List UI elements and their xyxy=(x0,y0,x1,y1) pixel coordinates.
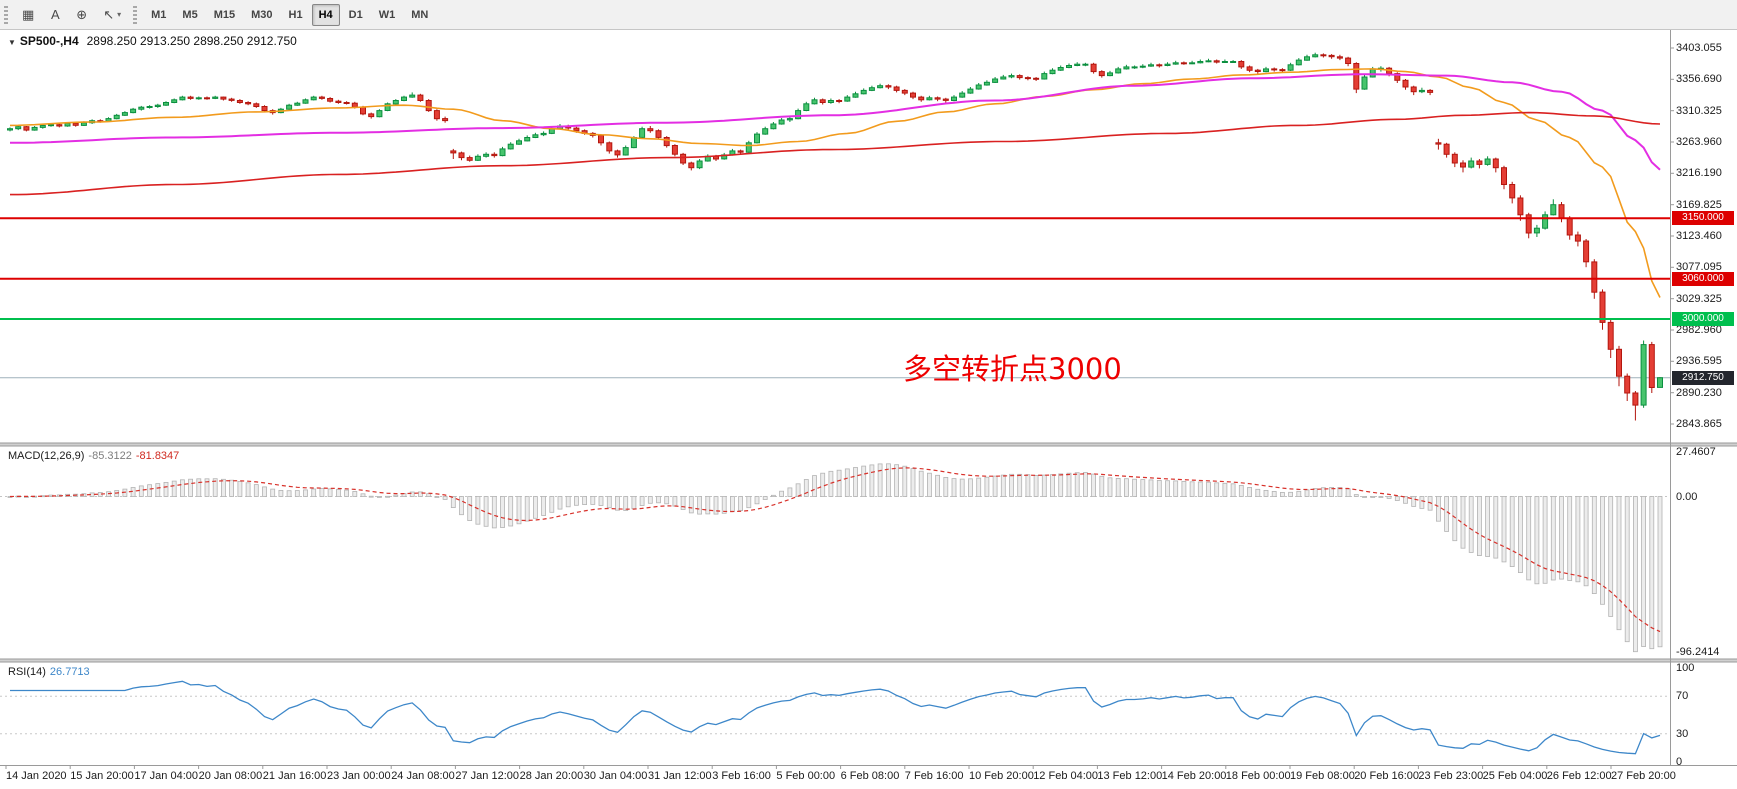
charts-grid-icon[interactable]: ▦ xyxy=(15,4,41,26)
cursor-icon: ↖ xyxy=(103,6,115,22)
time-axis-label[interactable]: 17 Jan 04:00 xyxy=(134,770,199,782)
price-tag-3000: 3000.000 xyxy=(1672,312,1734,327)
symbol-title: SP500-,H4 xyxy=(19,34,79,48)
ma-fast-line[interactable] xyxy=(9,68,1661,298)
crosshair-tool-button[interactable]: ⊕ xyxy=(69,4,94,26)
time-axis-label[interactable]: 23 Feb 23:00 xyxy=(1418,770,1484,782)
time-axis-label[interactable]: 20 Jan 08:00 xyxy=(198,770,263,782)
time-axis-label[interactable]: 21 Jan 16:00 xyxy=(262,770,327,782)
symbol-header: ▼ SP500-,H4 2898.250 2913.250 2898.250 291… xyxy=(8,34,297,48)
timeframe-button-w1[interactable]: W1 xyxy=(372,4,403,26)
time-axis-label[interactable]: 24 Jan 08:00 xyxy=(391,770,455,782)
time-axis-label[interactable]: 23 Jan 00:00 xyxy=(327,770,391,782)
timeframe-button-m1[interactable]: M1 xyxy=(144,4,173,26)
time-axis-label[interactable]: 27 Feb 20:00 xyxy=(1611,770,1676,782)
rsi-value: 26.7713 xyxy=(49,666,90,678)
time-axis-label[interactable]: 7 Feb 16:00 xyxy=(904,770,964,782)
macd-label: MACD(12,26,9) xyxy=(8,450,85,462)
time-axis-label[interactable]: 26 Feb 12:00 xyxy=(1546,770,1612,782)
price-axis-label: 3310.325 xyxy=(1676,104,1722,117)
timeframe-button-m5[interactable]: M5 xyxy=(175,4,204,26)
timeframe-button-mn[interactable]: MN xyxy=(404,4,435,26)
time-axis-label[interactable]: 6 Feb 08:00 xyxy=(840,770,900,782)
time-axis-label[interactable]: 25 Feb 04:00 xyxy=(1482,770,1548,782)
cursor-tool-dropdown[interactable]: ↖ ▾ xyxy=(96,4,128,26)
panel-divider[interactable] xyxy=(0,659,1737,662)
time-axis-label[interactable]: 30 Jan 04:00 xyxy=(583,770,648,782)
time-axis-label[interactable]: 31 Jan 12:00 xyxy=(648,770,712,782)
toolbar-drag-handle[interactable] xyxy=(133,5,138,24)
timeframe-button-d1[interactable]: D1 xyxy=(342,4,370,26)
time-axis-label[interactable]: 3 Feb 16:00 xyxy=(712,770,771,782)
ohlc-values: 2898.250 2913.250 2898.250 2912.750 xyxy=(86,34,297,48)
price-axis-label: 3169.825 xyxy=(1676,198,1722,211)
text-tool-button[interactable]: A xyxy=(43,4,67,26)
macd-value-main: -85.3122 xyxy=(88,450,132,462)
toolbar: ▦ A ⊕ ↖ ▾ M1 M5 M15 M30 H1 H4 D1 W1 MN xyxy=(0,0,1737,30)
time-axis-label[interactable]: 27 Jan 12:00 xyxy=(455,770,520,782)
panel-divider[interactable] xyxy=(0,443,1737,446)
time-axis-label[interactable]: 15 Jan 20:00 xyxy=(70,770,134,782)
price-axis-label: 3356.690 xyxy=(1676,73,1722,86)
candles-group xyxy=(7,52,1663,421)
time-axis-label[interactable]: 14 Jan 2020 xyxy=(6,770,67,782)
time-axis-label[interactable]: 12 Feb 04:00 xyxy=(1033,770,1099,782)
ma-slow-line[interactable] xyxy=(10,111,1661,196)
rsi-axis-label: 0 xyxy=(1676,756,1683,768)
annotation-text[interactable]: 多空转折点3000 xyxy=(903,352,1122,386)
macd-axis-label: -96.2414 xyxy=(1676,645,1720,658)
price-axis-label: 3029.325 xyxy=(1676,292,1722,305)
macd-signal-line xyxy=(9,467,1661,633)
time-axis-label[interactable]: 14 Feb 20:00 xyxy=(1161,770,1227,782)
price-axis-label: 3123.460 xyxy=(1676,229,1722,242)
price-tag-3060: 3060.000 xyxy=(1672,271,1734,286)
triangle-icon: ▼ xyxy=(8,38,16,47)
toolbar-drag-handle[interactable] xyxy=(4,5,8,24)
time-axis-label[interactable]: 28 Jan 20:00 xyxy=(519,770,584,782)
timeframe-group: M1 M5 M15 M30 H1 H4 D1 W1 MN xyxy=(143,3,436,26)
macd-value-signal: -81.8347 xyxy=(135,450,180,462)
rsi-axis-label: 100 xyxy=(1676,662,1695,674)
timeframe-button-h1[interactable]: H1 xyxy=(282,4,310,26)
timeframe-button-m15[interactable]: M15 xyxy=(207,4,242,26)
macd-axis-label: 27.4607 xyxy=(1676,446,1716,459)
macd-panel-title: MACD(12,26,9) -85.3122 -81.8347 xyxy=(8,450,183,462)
current-price-tag: 2912.750 xyxy=(1672,370,1734,385)
price-axis-label: 2890.230 xyxy=(1676,386,1722,399)
price-axis-label: 3403.055 xyxy=(1676,42,1722,54)
rsi-axis-label: 70 xyxy=(1676,690,1689,703)
timeframe-button-h4[interactable]: H4 xyxy=(311,3,340,26)
macd-histogram xyxy=(7,463,1663,653)
rsi-label: RSI(14) xyxy=(8,666,46,678)
time-axis-label[interactable]: 20 Feb 16:00 xyxy=(1354,770,1420,782)
price-axis-label: 3077.095 xyxy=(1676,261,1722,274)
rsi-panel-title: RSI(14) 26.7713 xyxy=(8,666,94,678)
price-axis-label: 2843.865 xyxy=(1676,417,1722,430)
chevron-down-icon: ▾ xyxy=(117,10,122,19)
time-axis-label[interactable]: 19 Feb 08:00 xyxy=(1290,770,1355,782)
ma-mid-line[interactable] xyxy=(10,73,1661,171)
price-axis-label: 2936.595 xyxy=(1676,355,1722,368)
time-axis-label[interactable]: 5 Feb 00:00 xyxy=(776,770,836,782)
time-axis-label[interactable]: 13 Feb 12:00 xyxy=(1097,770,1163,782)
price-axis-label: 3216.190 xyxy=(1676,167,1722,180)
rsi-line xyxy=(10,680,1661,755)
price-axis-label: 2982.960 xyxy=(1676,323,1722,336)
time-axis-label[interactable]: 10 Feb 20:00 xyxy=(969,770,1034,782)
price-axis-label: 3263.960 xyxy=(1676,135,1722,148)
price-tag-3150: 3150.000 xyxy=(1672,211,1734,226)
macd-axis-label: 0.00 xyxy=(1676,490,1698,503)
time-axis-label[interactable]: 18 Feb 00:00 xyxy=(1225,770,1291,782)
rsi-axis-label: 30 xyxy=(1676,727,1689,740)
timeframe-button-m30[interactable]: M30 xyxy=(244,4,279,26)
